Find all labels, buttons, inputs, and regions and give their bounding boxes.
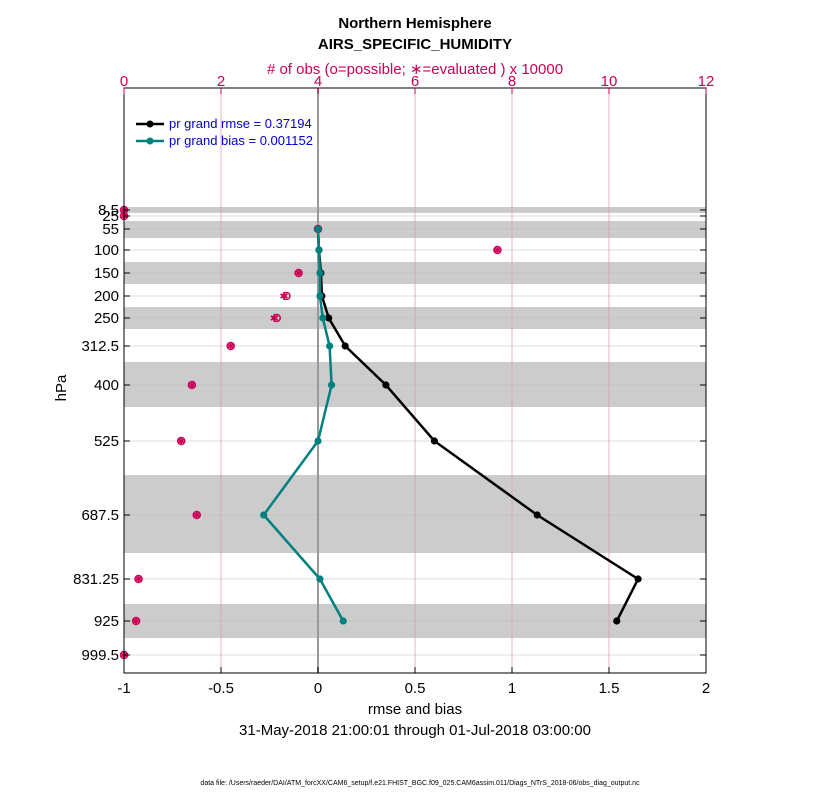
x-tick-label: 1.5	[599, 680, 620, 697]
obs-evaluated-marker	[270, 315, 279, 321]
bias-point	[326, 342, 334, 350]
y-tick-label: 925	[94, 613, 119, 630]
rmse-point	[533, 511, 541, 519]
bias-point	[315, 246, 323, 254]
y-tick-label: 525	[94, 433, 119, 450]
bias-point	[316, 575, 324, 583]
top-x-tick-label: 2	[217, 73, 225, 90]
obs-evaluated-marker	[177, 438, 186, 444]
y-tick-label: 312.5	[81, 338, 119, 355]
legend-bias-label: pr grand bias = 0.001152	[169, 133, 313, 148]
chart-subtitle: AIRS_SPECIFIC_HUMIDITY	[318, 36, 512, 53]
rmse-point	[634, 575, 642, 583]
x-tick-label: -1	[117, 680, 130, 697]
x-tick-label: 1	[508, 680, 516, 697]
bias-point	[339, 617, 347, 625]
obs-evaluated-marker	[226, 343, 235, 349]
top-axis-label: # of obs (o=possible; ∗=evaluated ) x 10…	[267, 61, 563, 78]
bias-point	[316, 269, 324, 277]
top-x-tick-label: 0	[120, 73, 128, 90]
chart-title: Northern Hemisphere	[338, 15, 491, 32]
obs-evaluated-marker	[493, 247, 502, 253]
obs-evaluated-marker	[187, 382, 196, 388]
y-axis-label: hPa	[53, 374, 70, 401]
y-tick-label: 250	[94, 310, 119, 327]
series-lines	[260, 225, 642, 625]
rmse-point	[325, 314, 333, 322]
y-tick-label: 100	[94, 242, 119, 259]
y-tick-label: 999.5	[81, 647, 119, 664]
y-tick-label: 25	[102, 208, 119, 225]
legend-rmse-marker	[146, 120, 154, 128]
bias-point	[316, 292, 324, 300]
bias-point	[319, 314, 327, 322]
date-range: 31-May-2018 21:00:01 through 01-Jul-2018…	[239, 722, 591, 739]
top-x-tick-label: 4	[314, 73, 322, 90]
y-tick-label: 150	[94, 265, 119, 282]
rmse-point	[382, 381, 390, 389]
rmse-point	[341, 342, 349, 350]
y-tick-label: 687.5	[81, 507, 119, 524]
bias-point	[314, 225, 322, 233]
x-tick-label: 0.5	[405, 680, 426, 697]
top-x-tick-label: 12	[698, 73, 715, 90]
bias-point	[260, 511, 268, 519]
y-tick-label: 55	[102, 221, 119, 238]
y-tick-label: 400	[94, 377, 119, 394]
obs-evaluated-marker	[132, 618, 141, 624]
x-tick-label: 2	[702, 680, 710, 697]
y-tick-label: 8.5	[98, 202, 119, 219]
bias-point	[314, 437, 322, 445]
x-tick-label: -0.5	[208, 680, 234, 697]
obs-evaluated-marker	[134, 576, 143, 582]
y-tick-label: 200	[94, 288, 119, 305]
top-x-tick-label: 6	[411, 73, 419, 90]
rmse-point	[613, 617, 621, 625]
obs-evaluated-marker	[294, 270, 303, 276]
legend-rmse-label: pr grand rmse = 0.37194	[169, 116, 312, 131]
obs-evaluated-marker	[280, 293, 288, 299]
y-tick-label: 831.25	[73, 571, 119, 588]
rmse-point	[430, 437, 438, 445]
x-tick-label: 0	[314, 680, 322, 697]
data-file-footnote: data file: /Users/raeder/DAI/ATM_forcXX/…	[200, 780, 640, 787]
x-axis-label: rmse and bias	[368, 701, 462, 718]
legend-bias-marker	[146, 137, 154, 145]
bias-point	[327, 381, 336, 389]
obs-evaluated-marker	[192, 512, 201, 518]
legend: pr grand rmse = 0.37194 pr grand bias = …	[136, 116, 313, 148]
top-x-tick-label: 8	[508, 73, 516, 90]
top-x-tick-label: 10	[601, 73, 618, 90]
